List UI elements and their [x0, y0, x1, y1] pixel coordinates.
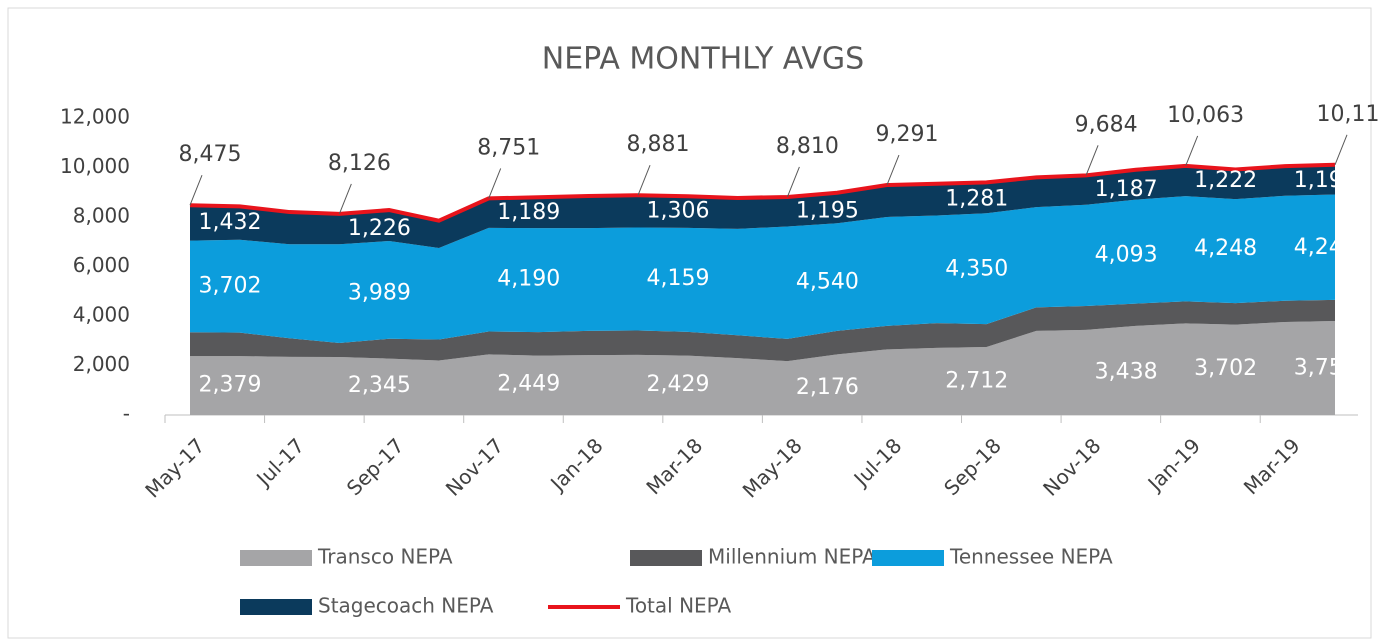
legend-swatch	[240, 550, 312, 566]
leader-line	[1085, 145, 1099, 176]
leader-line	[786, 166, 800, 198]
y-tick-label: 8,000	[73, 204, 130, 228]
legend-swatch	[240, 599, 312, 615]
segment-label: 2,712	[945, 368, 1008, 393]
area	[190, 194, 1335, 343]
leader-line	[189, 175, 203, 206]
segment-label: 2,176	[796, 375, 859, 400]
segment-label: 2,345	[348, 373, 411, 398]
y-tick-label: 6,000	[73, 253, 130, 277]
y-tick-label: 10,000	[60, 154, 130, 178]
segment-label: 3,702	[1194, 356, 1257, 381]
total-label: 8,751	[477, 135, 540, 160]
y-tick-label: 2,000	[73, 352, 130, 376]
leader-line	[338, 183, 352, 215]
segment-label: 1,306	[647, 198, 710, 223]
y-tick-label: 12,000	[60, 105, 130, 129]
y-tick-label: -	[123, 402, 130, 426]
leader-line	[1334, 134, 1348, 165]
total-label: 10,111	[1317, 102, 1379, 127]
segment-label: 4,190	[497, 267, 560, 292]
leader-line	[637, 165, 651, 196]
segment-label: 1,189	[497, 200, 560, 225]
segment-label: 4,159	[647, 266, 710, 291]
segment-label: 1,187	[1095, 177, 1158, 202]
area	[190, 320, 1335, 415]
segment-label: 3,989	[348, 281, 411, 306]
segment-label: 4,350	[945, 256, 1008, 281]
segment-label: 3,702	[199, 273, 262, 298]
area	[190, 164, 1335, 248]
segment-label: 3,438	[1095, 359, 1158, 384]
total-label: 8,475	[179, 142, 242, 167]
total-label: 9,684	[1075, 112, 1138, 137]
segment-label: 1,222	[1194, 168, 1257, 193]
total-label: 8,126	[328, 151, 391, 176]
legend-label: Total NEPA	[625, 594, 731, 618]
legend-label: Transco NEPA	[317, 545, 453, 569]
segment-label: 1,195	[796, 199, 859, 224]
segment-label: 2,379	[199, 373, 262, 398]
total-label: 9,291	[875, 122, 938, 147]
legend-swatch	[872, 550, 944, 566]
segment-label: 2,429	[647, 372, 710, 397]
total-label: 10,063	[1167, 103, 1244, 128]
segment-label: 1,196	[1294, 168, 1357, 193]
segment-label: 4,540	[796, 270, 859, 295]
segment-label: 1,226	[348, 216, 411, 241]
total-label: 8,810	[776, 134, 839, 159]
segment-label: 3,758	[1294, 355, 1357, 380]
segment-label: 4,248	[1194, 236, 1257, 261]
total-line	[189, 162, 1336, 223]
leader-line	[488, 168, 502, 199]
legend-swatch	[630, 550, 702, 566]
leader-line	[886, 154, 900, 186]
area	[190, 299, 1335, 362]
segment-label: 4,240	[1294, 235, 1357, 260]
leader-line	[1185, 135, 1199, 167]
segment-label: 2,449	[497, 372, 560, 397]
legend-label: Tennessee NEPA	[949, 545, 1113, 569]
total-label: 8,881	[627, 132, 690, 157]
segment-label: 1,432	[199, 210, 262, 235]
legend-label: Millennium NEPA	[708, 545, 876, 569]
legend-label: Stagecoach NEPA	[318, 594, 494, 618]
segment-label: 4,093	[1095, 242, 1158, 267]
chart-title: NEPA MONTHLY AVGS	[542, 42, 864, 77]
y-tick-label: 4,000	[73, 303, 130, 327]
segment-label: 1,281	[945, 187, 1008, 212]
